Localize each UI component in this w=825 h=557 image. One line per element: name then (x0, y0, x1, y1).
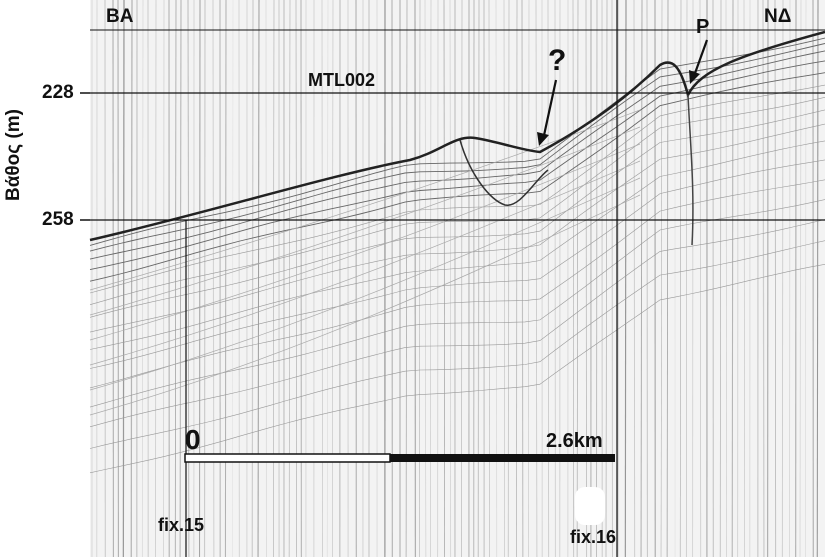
trace-line (130, 0, 133, 557)
scale-end-label: 2.6km (546, 430, 603, 452)
trace-line (163, 0, 165, 557)
reflector-line (89, 219, 825, 428)
p-arrow-head (689, 70, 700, 84)
scale-bar-black (390, 454, 615, 462)
question-mark-label: ? (548, 44, 567, 77)
deep-reflector-line (89, 143, 641, 341)
y-axis-label-box: Βάθος (m) (3, 90, 25, 220)
reflector-line (89, 37, 825, 246)
reflector-line (89, 179, 825, 389)
reflector-line (89, 199, 825, 408)
profile-id-label: MTL002 (308, 70, 376, 90)
reflector-line (89, 97, 825, 305)
reflector-line (89, 140, 825, 350)
reflector-line (89, 43, 825, 252)
corner-label-left: ΒΑ (106, 6, 134, 27)
p-label: P (696, 16, 710, 38)
trace-line (477, 0, 480, 557)
trace-line (596, 0, 598, 557)
reflector-line (89, 264, 825, 474)
white-blob (575, 487, 605, 525)
corner-label-right: ΝΔ (764, 6, 792, 27)
trace-line (251, 0, 254, 557)
pockmark-trace (687, 94, 694, 246)
fold-crest (459, 139, 549, 206)
trace-line (816, 0, 819, 557)
scale-start-label: 0 (185, 424, 201, 455)
deep-reflector-line (89, 194, 641, 416)
seismic-reflectors (89, 37, 825, 474)
reflector-line (89, 159, 825, 369)
reflector-line (89, 72, 825, 282)
reflector-line (89, 123, 825, 333)
deep-reflector-line (89, 177, 641, 391)
question-arrow (541, 79, 558, 141)
reflector-line (89, 109, 825, 318)
reflector-line (89, 240, 825, 449)
trace-line (585, 0, 588, 557)
deep-reflector-line (89, 126, 641, 316)
trace-line (122, 0, 125, 557)
reflector-line (89, 60, 825, 271)
deep-reflector-line (89, 160, 641, 366)
y-axis-label: Βάθος (m) (3, 109, 24, 201)
trace-line (224, 0, 227, 557)
depth-label-258: 258 (42, 209, 74, 230)
question-arrow-head (537, 132, 549, 146)
depth-label-228: 228 (42, 82, 74, 103)
trace-line (624, 0, 627, 557)
fix-label-right: fix.16 (570, 527, 617, 547)
p-arrow (692, 39, 709, 77)
fix-label-left: fix.15 (158, 515, 205, 535)
reflector-line (89, 84, 825, 294)
scale-bar-white (184, 453, 391, 463)
seafloor-line (89, 30, 825, 242)
